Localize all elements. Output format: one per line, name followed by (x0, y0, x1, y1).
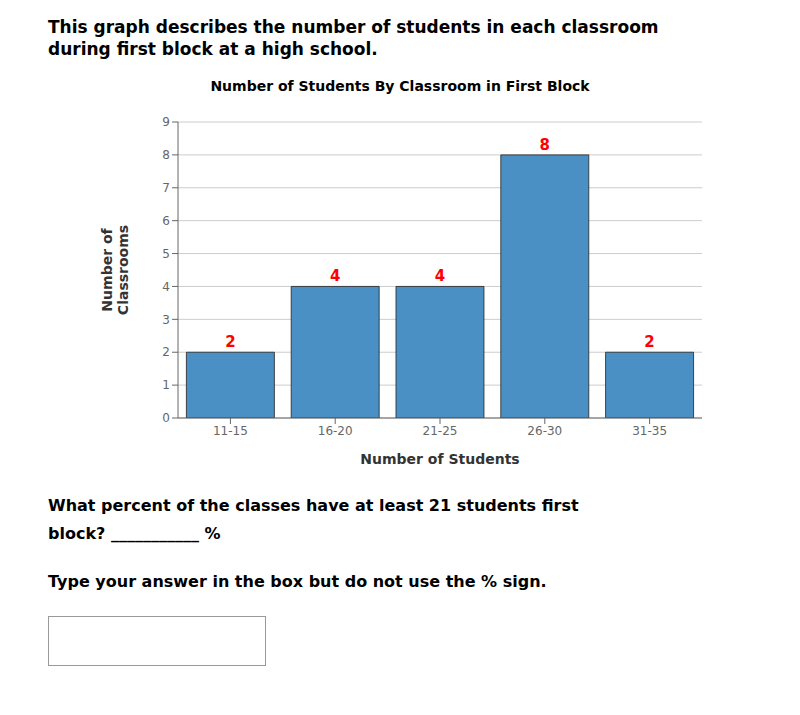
html-text:during first block at a high s: during first block at a high school. (48, 39, 378, 59)
svg-text:0: 0 (162, 411, 170, 425)
svg-text:8: 8 (162, 148, 170, 162)
html-text:This graph describes the numbe: This graph describes the number of stude… (48, 17, 659, 37)
html-text:Type your answer in the box bu: Type your answer in the box but do not u… (48, 572, 547, 591)
svg-text:31-35: 31-35 (632, 424, 667, 438)
svg-text:11-15: 11-15 (213, 424, 248, 438)
svg-text:4: 4 (162, 280, 170, 294)
svg-text:6: 6 (162, 214, 170, 228)
svg-text:Number ofClassrooms: Number ofClassrooms (99, 225, 131, 315)
svg-text:Number of Students: Number of Students (360, 451, 519, 467)
svg-text:16-20: 16-20 (318, 424, 353, 438)
svg-text:7: 7 (162, 181, 170, 195)
svg-text:2: 2 (225, 333, 235, 351)
html-text:Number of Students By Classroo: Number of Students By Classroom in First… (210, 78, 590, 94)
svg-text:4: 4 (435, 267, 445, 285)
svg-text:8: 8 (540, 136, 550, 154)
html-text:What percent of the classes ha: What percent of the classes have at leas… (48, 496, 579, 515)
html-text:block? ___________ %: block? ___________ % (48, 524, 221, 543)
svg-text:4: 4 (330, 267, 340, 285)
svg-text:26-30: 26-30 (527, 424, 562, 438)
svg-text:2: 2 (162, 345, 170, 359)
svg-text:3: 3 (162, 313, 170, 327)
svg-text:1: 1 (162, 378, 170, 392)
svg-text:5: 5 (162, 247, 170, 261)
svg-text:2: 2 (644, 333, 654, 351)
svg-text:9: 9 (162, 115, 170, 129)
svg-text:21-25: 21-25 (423, 424, 458, 438)
